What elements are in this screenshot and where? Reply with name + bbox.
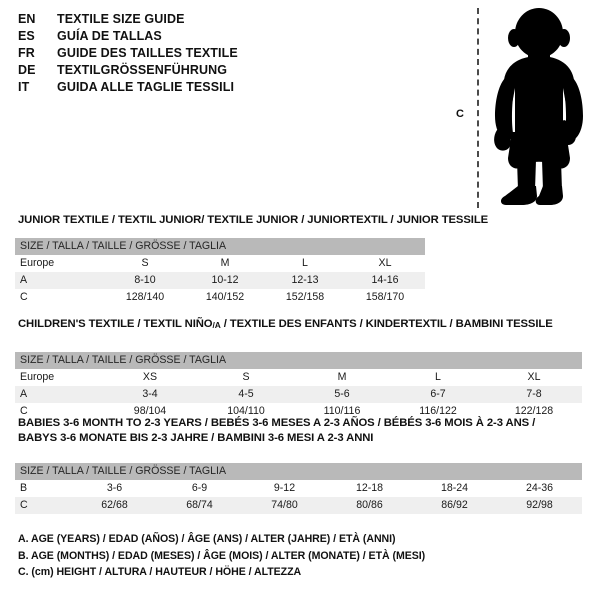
cell: 122/128: [486, 403, 583, 420]
cell: 152/158: [265, 289, 345, 306]
language-title: TEXTILGRÖSSENFÜHRUNG: [57, 63, 228, 77]
footnote-a: A. AGE (YEARS) / EDAD (AÑOS) / ÂGE (ANS)…: [18, 533, 396, 545]
height-illustration: C: [440, 0, 600, 215]
cell: M: [294, 369, 390, 386]
language-title-list: EN TEXTILE SIZE GUIDE ES GUÍA DE TALLAS …: [18, 12, 318, 97]
size-header-cell: SIZE / TALLA / TAILLE / GRÖSSE / TAGLIA: [15, 352, 583, 369]
cell: XL: [345, 255, 426, 272]
cell: 92/98: [497, 497, 583, 514]
size-header-cell: SIZE / TALLA / TAILLE / GRÖSSE / TAGLIA: [15, 463, 583, 480]
cell: M: [185, 255, 265, 272]
children-size-table: SIZE / TALLA / TAILLE / GRÖSSE / TAGLIA …: [15, 352, 583, 420]
cell: 18-24: [412, 480, 497, 497]
cell: 12-13: [265, 272, 345, 289]
children-heading-part1: CHILDREN'S TEXTILE / TEXTIL NIÑO: [18, 318, 213, 330]
cell: 158/170: [345, 289, 426, 306]
table-row: A 3-4 4-5 5-6 6-7 7-8: [15, 386, 583, 403]
cell: XL: [486, 369, 583, 386]
cell: 6-7: [390, 386, 486, 403]
table-header-row: SIZE / TALLA / TAILLE / GRÖSSE / TAGLIA: [15, 238, 426, 255]
language-title: GUIDE DES TAILLES TEXTILE: [57, 46, 238, 60]
table-row: Europe S M L XL: [15, 255, 426, 272]
table-row: Europe XS S M L XL: [15, 369, 583, 386]
table-row: C 128/140 140/152 152/158 158/170: [15, 289, 426, 306]
cell: 98/104: [102, 403, 198, 420]
language-row: IT GUIDA ALLE TAGLIE TESSILI: [18, 80, 318, 97]
cell: 68/74: [157, 497, 242, 514]
child-silhouette-icon: [494, 8, 583, 205]
cell: 128/140: [105, 289, 185, 306]
language-title: GUIDA ALLE TAGLIE TESSILI: [57, 80, 235, 94]
size-header-cell: SIZE / TALLA / TAILLE / GRÖSSE / TAGLIA: [15, 238, 426, 255]
cell: 3-6: [72, 480, 157, 497]
cell: 80/86: [327, 497, 412, 514]
row-label: C: [15, 497, 72, 514]
language-title: GUÍA DE TALLAS: [57, 29, 162, 43]
table-row: C 98/104 104/110 110/116 116/122 122/128: [15, 403, 583, 420]
cell: L: [265, 255, 345, 272]
cell: 8-10: [105, 272, 185, 289]
row-label: C: [15, 403, 102, 420]
table-row: C 62/68 68/74 74/80 80/86 86/92 92/98: [15, 497, 583, 514]
cell: 14-16: [345, 272, 426, 289]
cell: 86/92: [412, 497, 497, 514]
cell: S: [105, 255, 185, 272]
language-row: EN TEXTILE SIZE GUIDE: [18, 12, 318, 29]
height-axis-label: C: [456, 108, 464, 120]
language-row: FR GUIDE DES TAILLES TEXTILE: [18, 46, 318, 63]
language-title: TEXTILE SIZE GUIDE: [57, 12, 185, 26]
babies-section-heading: BABIES 3-6 MONTH TO 2-3 YEARS / BEBÉS 3-…: [18, 417, 535, 444]
cell: 5-6: [294, 386, 390, 403]
cell: 7-8: [486, 386, 583, 403]
cell: 3-4: [102, 386, 198, 403]
cell: 10-12: [185, 272, 265, 289]
row-label: C: [15, 289, 105, 306]
footnote-c: C. (cm) HEIGHT / ALTURA / HAUTEUR / HÖHE…: [18, 566, 302, 578]
language-code: EN: [18, 12, 36, 26]
language-code: FR: [18, 46, 35, 60]
cell: 74/80: [242, 497, 327, 514]
footnote-b: B. AGE (MONTHS) / EDAD (MESES) / ÂGE (MO…: [18, 549, 426, 562]
row-label: Europe: [15, 369, 102, 386]
language-row: DE TEXTILGRÖSSENFÜHRUNG: [18, 63, 318, 80]
table-row: B 3-6 6-9 9-12 12-18 18-24 24-36: [15, 480, 583, 497]
language-code: ES: [18, 29, 35, 43]
cell: 6-9: [157, 480, 242, 497]
junior-size-table: SIZE / TALLA / TAILLE / GRÖSSE / TAGLIA …: [15, 238, 426, 306]
children-heading-part2: / TEXTILE DES ENFANTS / KINDERTEXTIL / B…: [220, 318, 553, 330]
legend-footnotes: A. AGE (YEARS) / EDAD (AÑOS) / ÂGE (ANS)…: [18, 531, 438, 581]
cell: 9-12: [242, 480, 327, 497]
babies-heading-line1: BABIES 3-6 MONTH TO 2-3 YEARS / BEBÉS 3-…: [18, 417, 536, 429]
table-header-row: SIZE / TALLA / TAILLE / GRÖSSE / TAGLIA: [15, 352, 583, 369]
cell: 116/122: [390, 403, 486, 420]
cell: 4-5: [198, 386, 294, 403]
cell: 110/116: [294, 403, 390, 420]
table-header-row: SIZE / TALLA / TAILLE / GRÖSSE / TAGLIA: [15, 463, 583, 480]
cell: 140/152: [185, 289, 265, 306]
language-code: DE: [18, 63, 36, 77]
cell: 104/110: [198, 403, 294, 420]
babies-heading-line2: BABYS 3-6 MONATE BIS 2-3 JAHRE / BAMBINI…: [18, 432, 374, 444]
row-label: Europe: [15, 255, 105, 272]
cell: 12-18: [327, 480, 412, 497]
table-row: A 8-10 10-12 12-13 14-16: [15, 272, 426, 289]
children-heading-subscript: /A: [212, 320, 221, 330]
row-label: A: [15, 272, 105, 289]
cell: 62/68: [72, 497, 157, 514]
cell: XS: [102, 369, 198, 386]
junior-section-heading: JUNIOR TEXTILE / TEXTIL JUNIOR/ TEXTILE …: [18, 214, 489, 226]
height-measure-dashed-line: [477, 8, 479, 208]
cell: L: [390, 369, 486, 386]
row-label: B: [15, 480, 72, 497]
language-row: ES GUÍA DE TALLAS: [18, 29, 318, 46]
cell: S: [198, 369, 294, 386]
children-section-heading: CHILDREN'S TEXTILE / TEXTIL NIÑO/A / TEX…: [18, 318, 553, 330]
babies-size-table: SIZE / TALLA / TAILLE / GRÖSSE / TAGLIA …: [15, 463, 583, 514]
language-code: IT: [18, 80, 30, 94]
cell: 24-36: [497, 480, 583, 497]
row-label: A: [15, 386, 102, 403]
